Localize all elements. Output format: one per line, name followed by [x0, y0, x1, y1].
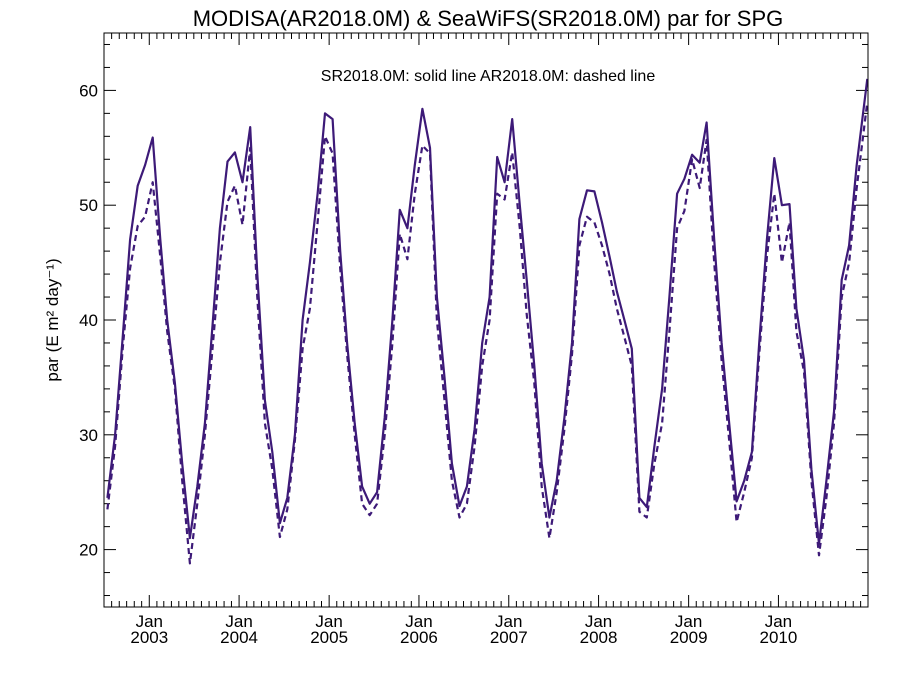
- x-tick-month-label: Jan: [405, 612, 432, 631]
- x-tick-year-label: 2003: [130, 628, 168, 647]
- x-tick-year-label: 2009: [670, 628, 708, 647]
- y-tick-label: 30: [79, 426, 98, 445]
- axis-ticks: 2030405060Jan2003Jan2004Jan2005Jan2006Ja…: [79, 33, 868, 647]
- y-tick-label: 50: [79, 196, 98, 215]
- x-tick-month-label: Jan: [585, 612, 612, 631]
- series-line-ar2018-0m: [106, 101, 869, 565]
- x-tick-year-label: 2005: [310, 628, 348, 647]
- plot-frame: [103, 32, 869, 608]
- series-lines: [106, 78, 869, 565]
- x-tick-month-label: Jan: [675, 612, 702, 631]
- y-axis-label: par (E m² day⁻¹): [43, 258, 62, 381]
- x-tick-month-label: Jan: [225, 612, 252, 631]
- x-tick-year-label: 2007: [490, 628, 528, 647]
- x-tick-year-label: 2004: [220, 628, 258, 647]
- x-tick-month-label: Jan: [136, 612, 163, 631]
- y-tick-label: 60: [79, 81, 98, 100]
- x-tick-month-label: Jan: [315, 612, 342, 631]
- x-tick-year-label: 2006: [400, 628, 438, 647]
- line-style-annotation: SR2018.0M: solid line AR2018.0M: dashed …: [321, 68, 656, 85]
- series-line-sr2018-0m: [106, 78, 869, 545]
- y-tick-label: 40: [79, 311, 98, 330]
- x-tick-year-label: 2008: [580, 628, 618, 647]
- chart-title: MODISA(AR2018.0M) & SeaWiFS(SR2018.0M) p…: [193, 6, 784, 31]
- x-tick-month-label: Jan: [495, 612, 522, 631]
- x-tick-month-label: Jan: [765, 612, 792, 631]
- x-tick-year-label: 2010: [760, 628, 798, 647]
- y-tick-label: 20: [79, 541, 98, 560]
- y-axis-label-text: par (E m² day⁻¹): [43, 258, 62, 381]
